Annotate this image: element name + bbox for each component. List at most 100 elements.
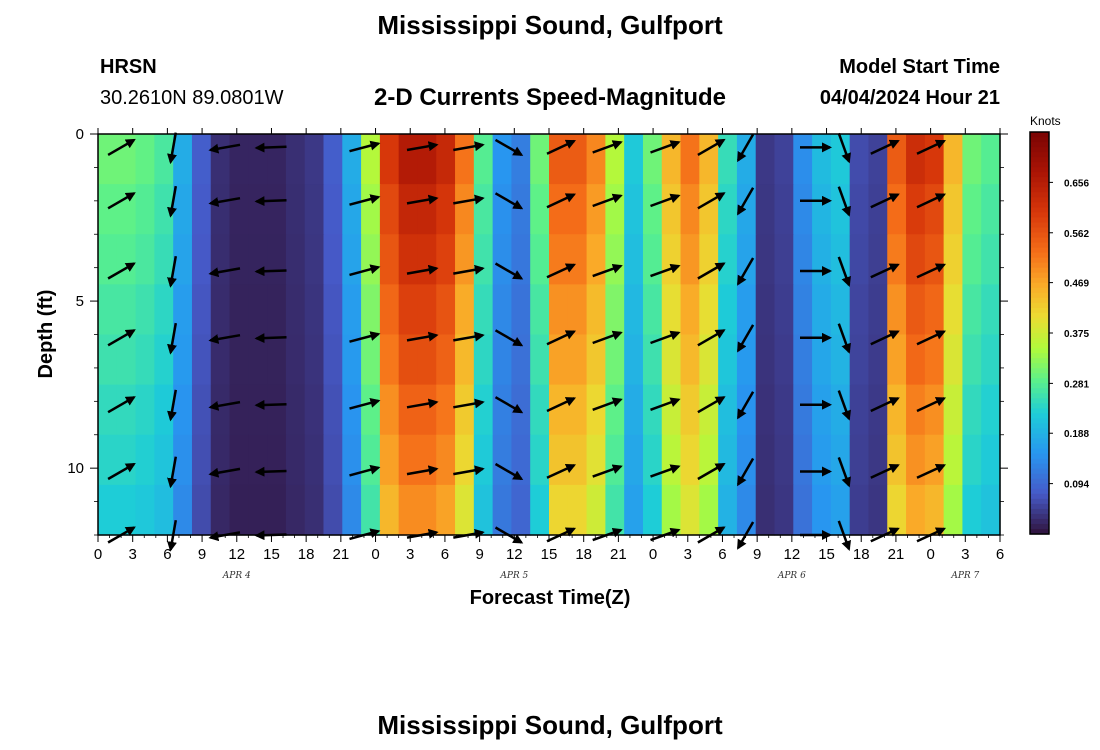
heatmap-cell	[661, 234, 682, 285]
heatmap-cell	[285, 184, 306, 235]
heatmap-cell	[586, 134, 606, 185]
colorbar-segment	[1030, 277, 1049, 284]
heatmap-cell	[229, 284, 249, 336]
heatmap-cell	[135, 334, 155, 386]
current-vector-arrow	[494, 329, 524, 347]
heatmap-cell	[154, 284, 174, 336]
heatmap-cell	[323, 484, 343, 536]
heatmap-cell	[436, 384, 456, 436]
heatmap-cell	[342, 384, 362, 436]
heatmap-cell	[304, 234, 325, 285]
heatmap-cell	[887, 334, 907, 386]
heatmap-cell	[943, 334, 964, 386]
heatmap-cell	[455, 284, 475, 336]
heatmap-cell	[906, 234, 926, 285]
heatmap-cell	[285, 484, 306, 536]
heatmap-cell	[718, 434, 738, 486]
heatmap-cell	[173, 284, 193, 336]
heatmap-cell	[342, 334, 362, 386]
heatmap-cell	[605, 434, 625, 486]
heatmap-cell	[342, 284, 362, 336]
heatmap-cell	[736, 484, 757, 536]
heatmap-cell	[492, 284, 513, 336]
colorbar-segment	[1030, 257, 1049, 264]
heatmap-cell	[586, 484, 606, 536]
heatmap-cell	[718, 384, 738, 436]
heatmap-cell	[210, 334, 231, 386]
heatmap-cell	[567, 434, 588, 486]
heatmap-cell	[229, 184, 249, 235]
heatmap-cell	[642, 234, 663, 285]
colorbar-segment	[1030, 468, 1049, 475]
colorbar-segment	[1030, 297, 1049, 304]
heatmap-cell	[492, 134, 513, 185]
heatmap-cell	[436, 234, 456, 285]
heatmap-cell	[511, 334, 531, 386]
heatmap-cell	[567, 384, 588, 436]
current-vector-arrow	[208, 400, 241, 411]
x-tick-label: 6	[441, 546, 449, 563]
heatmap-cell	[173, 184, 193, 235]
heatmap-cell	[398, 484, 419, 536]
heatmap-cell	[210, 434, 231, 486]
heatmap-cell	[868, 284, 888, 336]
current-vector-arrow	[208, 143, 241, 154]
heatmap-cell	[661, 434, 682, 486]
heatmap-cell	[379, 384, 400, 436]
heatmap-cell	[624, 284, 644, 336]
heatmap-cell	[793, 384, 813, 436]
x-tick-label: 9	[753, 546, 761, 563]
heatmap-cell	[379, 284, 400, 336]
heatmap-cell	[98, 484, 118, 536]
heatmap-cell	[530, 234, 550, 285]
heatmap-cell	[492, 484, 513, 536]
heatmap-cell	[962, 284, 982, 336]
current-vector-arrow	[406, 264, 439, 275]
x-tick-label: 0	[94, 546, 102, 563]
heatmap-cell	[154, 434, 174, 486]
heatmap-cell	[793, 134, 813, 185]
heatmap-cell	[849, 334, 870, 386]
colorbar-segment	[1030, 388, 1049, 394]
colorbar-tick-label: 0.656	[1064, 178, 1089, 189]
heatmap-cell	[304, 184, 325, 235]
heatmap-cell	[586, 234, 606, 285]
heatmap-cell	[868, 384, 888, 436]
heatmap-cell	[812, 184, 832, 235]
heatmap-cell	[417, 184, 437, 235]
heatmap-cell	[812, 484, 832, 536]
current-vector-arrow	[494, 262, 524, 280]
colorbar-segment	[1030, 267, 1049, 274]
heatmap-cell	[135, 284, 155, 336]
heatmap-cell	[680, 384, 700, 436]
heatmap-cell	[906, 284, 926, 336]
heatmap-cell	[661, 384, 682, 436]
heatmap-cell	[943, 434, 964, 486]
heatmap-cell	[849, 284, 870, 336]
heatmap-cell	[906, 334, 926, 386]
heatmap-cell	[398, 384, 419, 436]
heatmap-cell	[154, 134, 174, 185]
heatmap-cell	[962, 334, 982, 386]
current-vector-arrow	[546, 464, 577, 479]
colorbar-segment	[1030, 368, 1049, 374]
heatmap-cell	[530, 334, 550, 386]
current-vector-arrow	[697, 396, 726, 414]
heatmap-cell	[943, 484, 964, 536]
heatmap-cell	[210, 184, 231, 235]
heatmap-cell	[530, 384, 550, 436]
heatmap-cell	[887, 384, 907, 436]
y-tick-label: 0	[76, 126, 84, 143]
colorbar-segment	[1030, 217, 1049, 224]
current-vector-arrow	[592, 263, 623, 278]
heatmap-cell	[473, 184, 494, 235]
model-start-value: 04/04/2024 Hour 21	[819, 87, 1000, 109]
colorbar-tick-label: 0.375	[1064, 329, 1089, 340]
current-vector-arrow	[254, 142, 287, 153]
current-vector-arrow	[453, 194, 485, 205]
colorbar-segment	[1030, 302, 1049, 309]
current-vector-arrow	[546, 397, 577, 413]
current-vector-arrow	[737, 133, 755, 163]
heatmap-cell	[361, 384, 381, 436]
heatmap-cell	[774, 284, 794, 336]
